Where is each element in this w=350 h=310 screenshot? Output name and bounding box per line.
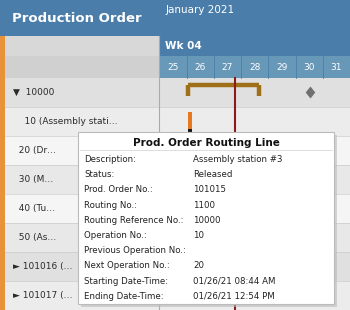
Text: 31: 31 (331, 63, 342, 72)
Text: ▼  10000: ▼ 10000 (13, 88, 54, 97)
Text: 30: 30 (303, 63, 315, 72)
Text: Prod. Order No.:: Prod. Order No.: (84, 185, 153, 194)
Text: Status:: Status: (84, 170, 114, 179)
Text: 20: 20 (193, 262, 204, 271)
Text: Routing No.:: Routing No.: (84, 201, 137, 210)
Text: ► 101016 (…: ► 101016 (… (13, 262, 72, 271)
Text: 01/26/21 08:44 AM: 01/26/21 08:44 AM (193, 277, 275, 286)
Bar (159, 56, 350, 78)
Text: 27: 27 (222, 63, 233, 72)
Bar (5, 36, 159, 56)
Text: 29: 29 (276, 63, 288, 72)
Text: 26: 26 (195, 63, 206, 72)
Text: 20 (Dr…: 20 (Dr… (13, 146, 56, 155)
Bar (5, 223, 159, 252)
Text: January 2021: January 2021 (165, 5, 234, 15)
Text: 1100: 1100 (193, 201, 215, 210)
Text: 40 (Tu…: 40 (Tu… (13, 204, 55, 213)
Text: Description:: Description: (84, 155, 136, 164)
Text: Starting Date-Time:: Starting Date-Time: (84, 277, 168, 286)
Text: ► 101017 (…: ► 101017 (… (13, 291, 72, 300)
Bar (0, 0, 350, 36)
Bar (5, 281, 159, 310)
Bar (78, 132, 334, 304)
Text: Released: Released (193, 170, 232, 179)
Text: 30 (M…: 30 (M… (13, 175, 53, 184)
Bar (5, 136, 159, 165)
Text: Previous Operation No.:: Previous Operation No.: (84, 246, 186, 255)
Polygon shape (306, 290, 315, 302)
Bar (5, 107, 159, 136)
Text: 10 (Assembly stati…: 10 (Assembly stati… (13, 117, 118, 126)
Bar (188, 129, 192, 132)
Text: Wk 04: Wk 04 (165, 41, 202, 51)
Text: Production Order: Production Order (12, 11, 142, 24)
Text: Prod. Order Routing Line: Prod. Order Routing Line (133, 138, 279, 148)
Text: 101015: 101015 (193, 185, 226, 194)
Bar (5, 252, 159, 281)
Text: Routing Reference No.:: Routing Reference No.: (84, 216, 183, 225)
Text: 10000: 10000 (193, 216, 220, 225)
Bar (159, 194, 350, 223)
Bar (5, 78, 159, 107)
Bar (5, 165, 159, 194)
Bar (5, 194, 159, 223)
Text: Assembly station #3: Assembly station #3 (193, 155, 282, 164)
Text: 50 (As…: 50 (As… (13, 233, 56, 242)
Bar (159, 78, 350, 107)
Text: 10: 10 (193, 231, 204, 240)
Text: 25: 25 (167, 63, 178, 72)
Bar (159, 252, 350, 281)
Bar (188, 112, 193, 129)
Bar (159, 136, 350, 165)
Bar (5, 56, 159, 78)
Bar (159, 165, 350, 194)
Bar (159, 281, 350, 310)
Polygon shape (306, 260, 315, 272)
Text: Next Operation No.:: Next Operation No.: (84, 262, 170, 271)
Polygon shape (306, 86, 315, 99)
Text: 01/26/21 12:54 PM: 01/26/21 12:54 PM (193, 292, 275, 301)
Bar (81, 135, 337, 307)
Text: Ending Date-Time:: Ending Date-Time: (84, 292, 164, 301)
Text: Operation No.:: Operation No.: (84, 231, 147, 240)
Bar (159, 36, 350, 56)
Text: 28: 28 (249, 63, 260, 72)
Bar (159, 107, 350, 136)
Bar (159, 223, 350, 252)
Bar (0, 0, 5, 310)
